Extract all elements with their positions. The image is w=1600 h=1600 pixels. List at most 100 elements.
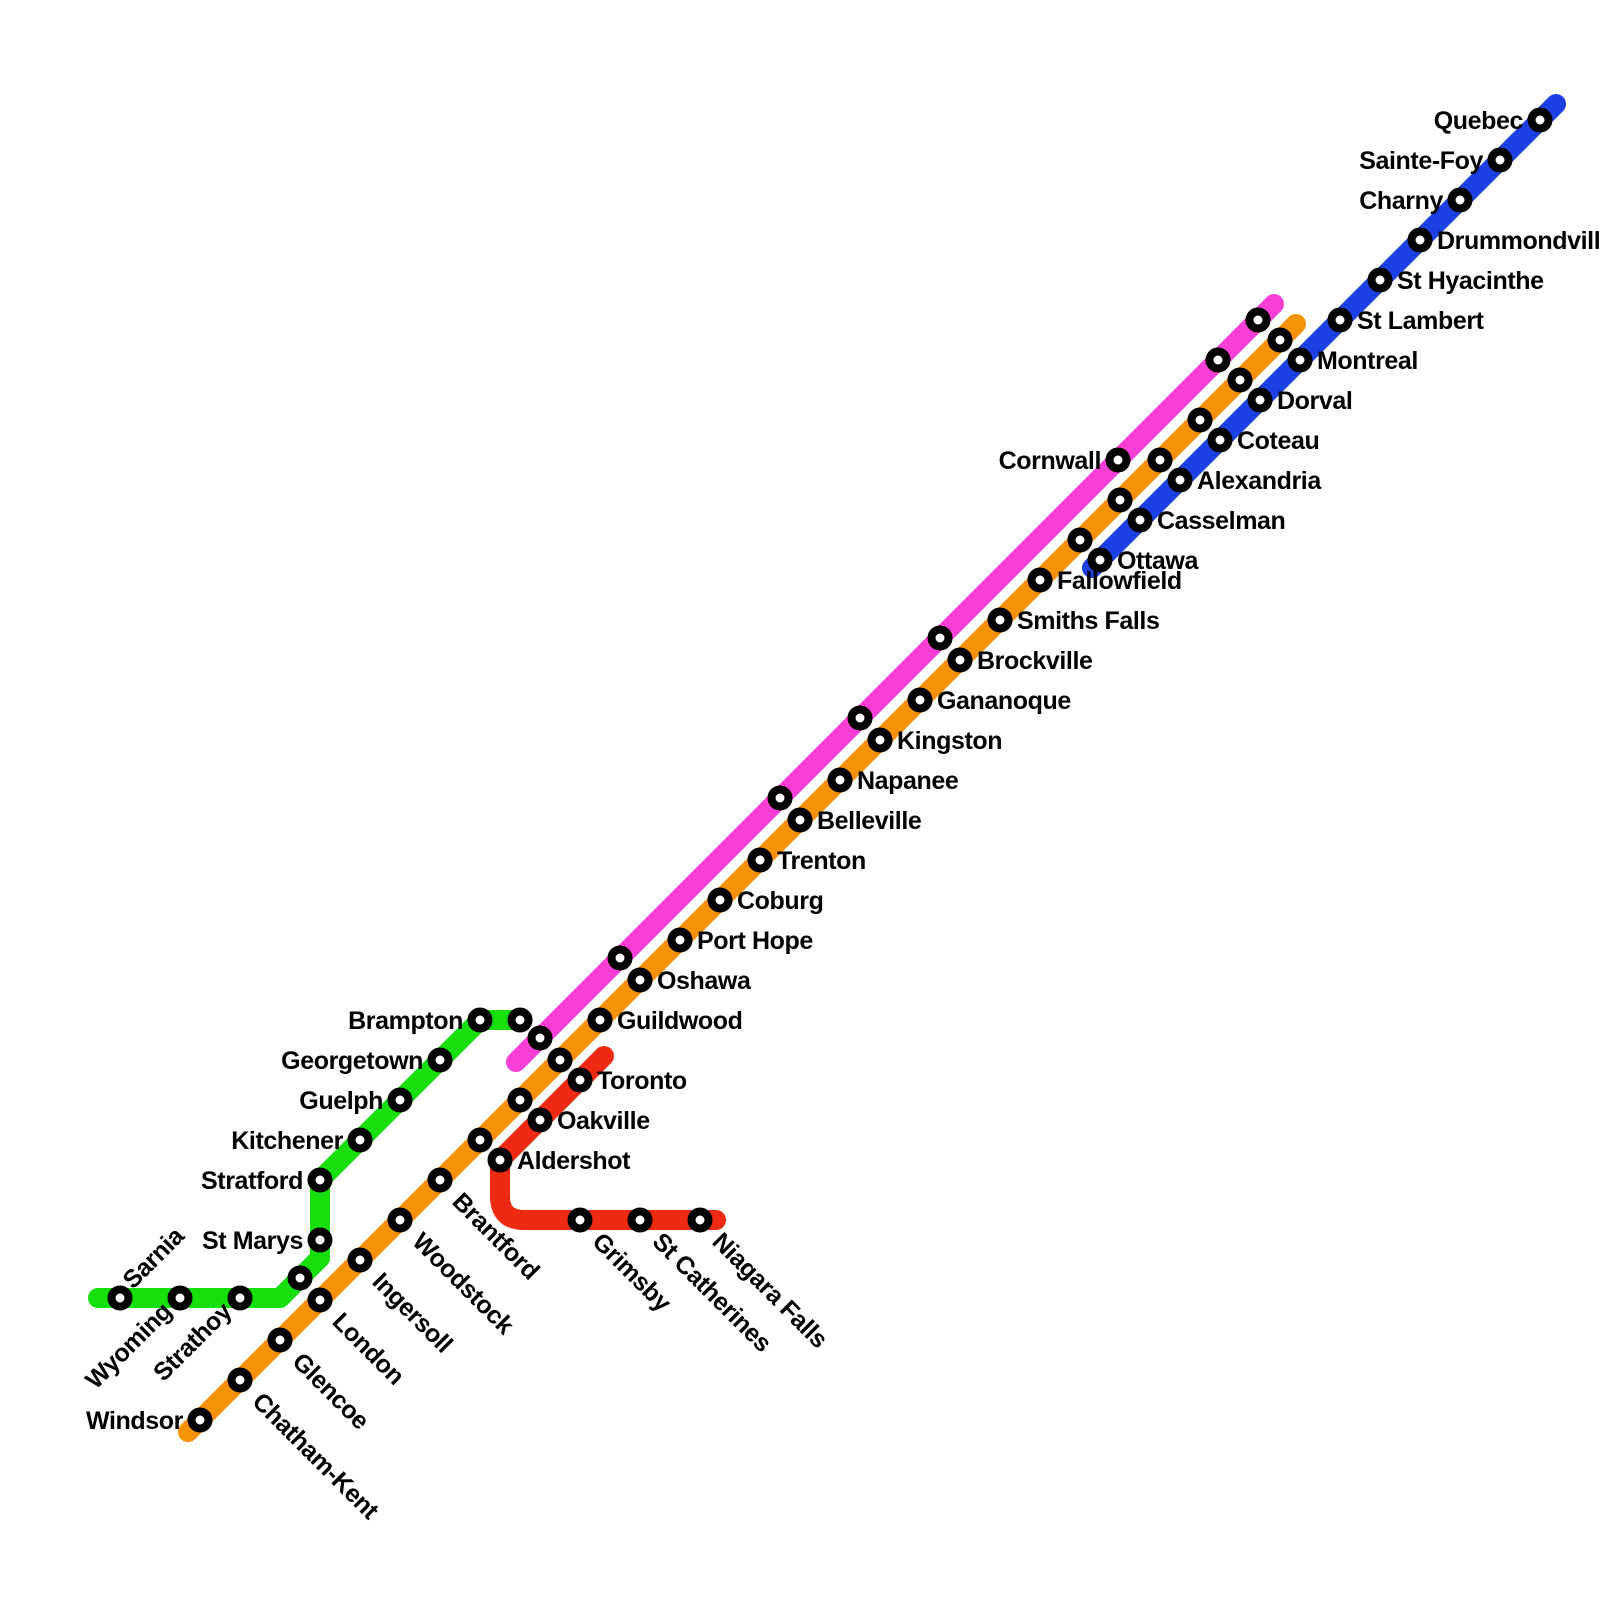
station-marker [1147,447,1173,473]
station-label-alexandria: Alexandria [1197,467,1322,495]
station-label-windsor: Windsor [86,1407,184,1435]
station-marker [847,705,873,731]
station-label-stratford: Stratford [201,1167,303,1195]
station-markers [107,107,1553,1433]
station-marker-cornwall [1105,447,1131,473]
station-label-toronto: Toronto [597,1067,687,1095]
station-label-kitchener: Kitchener [231,1127,343,1155]
station-label-gananoque: Gananoque [937,687,1071,715]
station-marker [1067,527,1093,553]
station-label-smiths-falls: Smiths Falls [1017,607,1159,635]
station-marker-brampton [467,1007,493,1033]
station-marker [1187,407,1213,433]
station-marker-st-hyacinthe [1367,267,1393,293]
station-label-port-hope: Port Hope [697,927,813,955]
station-marker-strathoy [227,1285,253,1311]
station-label-brockville: Brockville [977,647,1093,675]
station-marker [507,1087,533,1113]
station-marker-brockville [947,647,973,673]
station-label-cornwall: Cornwall [999,447,1101,475]
station-label-oshawa: Oshawa [657,967,752,995]
station-label-guildwood: Guildwood [617,1007,743,1035]
station-marker-casselman [1127,507,1153,533]
station-label-ottawa: Ottawa [1117,547,1199,575]
station-marker [767,785,793,811]
station-marker-oshawa [627,967,653,993]
station-marker-alexandria [1167,467,1193,493]
station-marker-belleville [787,807,813,833]
station-label-kingston: Kingston [897,727,1002,755]
station-label-napanee: Napanee [857,767,959,795]
station-label-guelph: Guelph [299,1087,383,1115]
route-red-line [490,1046,726,1230]
station-marker-fallowfield [1027,567,1053,593]
station-marker-wyoming [167,1285,193,1311]
route-blue-line [1082,94,1566,578]
station-marker-guelph [387,1087,413,1113]
station-marker-coteau [1207,427,1233,453]
station-label-trenton: Trenton [777,847,866,875]
station-marker-st-lambert [1327,307,1353,333]
route-magenta-line [506,294,1284,1072]
station-marker [1205,347,1231,373]
station-marker-gananoque [907,687,933,713]
station-marker-aldershot [487,1147,513,1173]
station-marker-windsor [187,1407,213,1433]
station-marker [467,1127,493,1153]
station-marker-grimsby [567,1207,593,1233]
station-label-charny: Charny [1359,187,1443,215]
station-label-brampton: Brampton [348,1007,463,1035]
station-label-drummondville: Drummondville [1437,227,1600,255]
station-marker-quebec [1527,107,1553,133]
station-marker [1227,367,1253,393]
station-marker-port-hope [667,927,693,953]
station-marker [1107,487,1133,513]
station-label-st-marys: St Marys [202,1227,303,1255]
station-label-dorval: Dorval [1277,387,1352,415]
station-label-montreal: Montreal [1317,347,1418,375]
station-label-sainte-foy: Sainte-Foy [1359,147,1483,175]
station-marker-sarnia [107,1285,133,1311]
station-label-casselman: Casselman [1157,507,1285,535]
station-marker [1267,327,1293,353]
station-marker [507,1007,533,1033]
station-marker [547,1047,573,1073]
station-marker-woodstock [387,1207,413,1233]
station-marker-toronto [567,1067,593,1093]
station-marker [607,945,633,971]
station-marker [1245,307,1271,333]
station-label-london: London [327,1307,410,1390]
station-label-coburg: Coburg [737,887,823,915]
station-marker-drummondville [1407,227,1433,253]
station-marker-charny [1447,187,1473,213]
station-marker-napanee [827,767,853,793]
station-label-oakville: Oakville [557,1107,650,1135]
station-marker-stratford [307,1167,333,1193]
station-marker-oakville [527,1107,553,1133]
station-marker-dorval [1247,387,1273,413]
station-marker-ottawa [1087,547,1113,573]
station-marker-st-catherines [627,1207,653,1233]
station-marker [527,1025,553,1051]
station-marker-niagara-falls [687,1207,713,1233]
station-label-st-hyacinthe: St Hyacinthe [1397,267,1544,295]
station-marker-georgetown [427,1047,453,1073]
station-marker-st-marys [307,1227,333,1253]
station-marker-guildwood [587,1007,613,1033]
station-label-georgetown: Georgetown [281,1047,423,1075]
station-marker-smiths-falls [987,607,1013,633]
station-marker-sainte-foy [1487,147,1513,173]
station-label-quebec: Quebec [1434,107,1524,135]
station-marker-london [307,1287,333,1313]
station-marker-kingston [867,727,893,753]
station-label-coteau: Coteau [1237,427,1319,455]
station-label-aldershot: Aldershot [517,1147,631,1175]
station-label-belleville: Belleville [817,807,922,835]
station-marker-coburg [707,887,733,913]
station-label-fallowfield: Fallowfield [1057,567,1182,595]
station-marker-chatham-kent [227,1367,253,1393]
station-marker [287,1265,313,1291]
station-marker-montreal [1287,347,1313,373]
station-marker-glencoe [267,1327,293,1353]
